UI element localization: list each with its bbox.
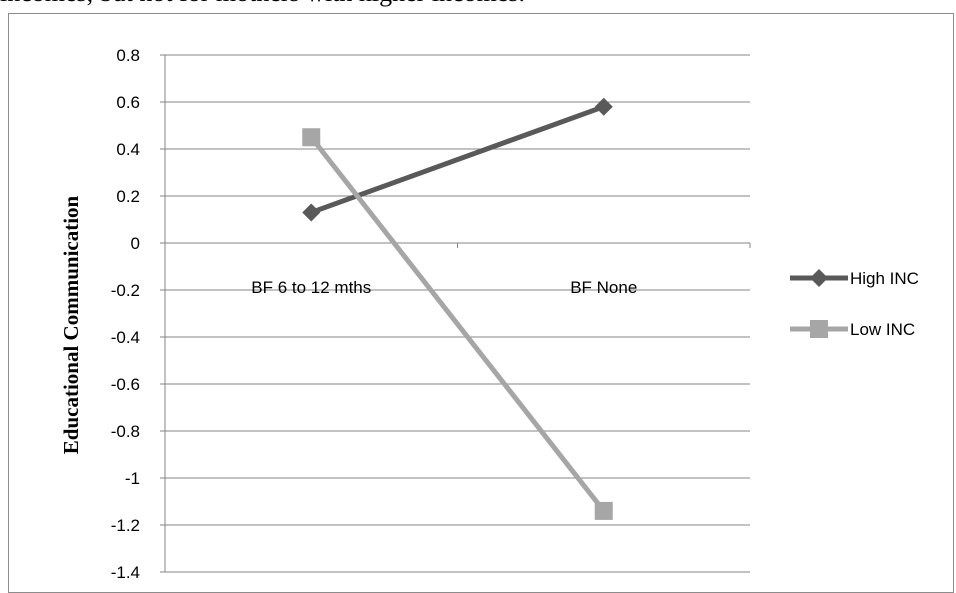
- legend-label: High INC: [850, 269, 919, 288]
- y-tick-label: 0.8: [116, 46, 140, 65]
- y-tick-label: -1.2: [111, 516, 140, 535]
- legend: High INC Low INC: [790, 269, 919, 339]
- series-line-high-inc: [310, 104, 605, 215]
- y-tick-label: -0.8: [111, 422, 140, 441]
- category-label: BF 6 to 12 mths: [251, 278, 371, 297]
- caption-text: incomes, but not for mothers with higher…: [0, 0, 525, 8]
- y-tick-labels: 0.8 0.6 0.4 0.2 0 -0.2 -0.4 -0.6 -0.8 -1 -1.2 -1.4: [111, 46, 140, 581]
- legend-marker: [810, 269, 828, 287]
- data-point-low-inc: [302, 128, 321, 147]
- category-label: BF None: [570, 278, 637, 297]
- legend-marker: [810, 320, 828, 338]
- series-line-low-inc: [309, 135, 606, 513]
- y-tick-label: -0.6: [111, 375, 140, 394]
- data-point-low-inc: [594, 501, 613, 520]
- data-point-high-inc: [594, 97, 613, 116]
- data-point-high-inc: [302, 203, 321, 222]
- y-tick-label: -0.4: [111, 328, 140, 347]
- y-tick-label: 0.4: [116, 140, 140, 159]
- y-tick-label: -1: [125, 469, 140, 488]
- y-tick-label: 0.6: [116, 93, 140, 112]
- y-tick-label: 0.2: [116, 187, 140, 206]
- gridlines: [165, 54, 750, 573]
- line-chart: 0.80.60.40.20-0.2-0.4-0.6-0.8-1-1.2-1.4 …: [59, 46, 919, 581]
- category-labels: BF 6 to 12 mths BF None: [251, 278, 637, 297]
- y-tick-label: -0.2: [111, 281, 140, 300]
- y-tick-label: 0: [131, 234, 140, 253]
- legend-label: Low INC: [850, 320, 915, 339]
- series-lines: [302, 97, 613, 520]
- y-tick-label: -1.4: [111, 563, 140, 581]
- axes: [160, 54, 751, 573]
- y-axis-label: Educational Communication: [59, 195, 83, 454]
